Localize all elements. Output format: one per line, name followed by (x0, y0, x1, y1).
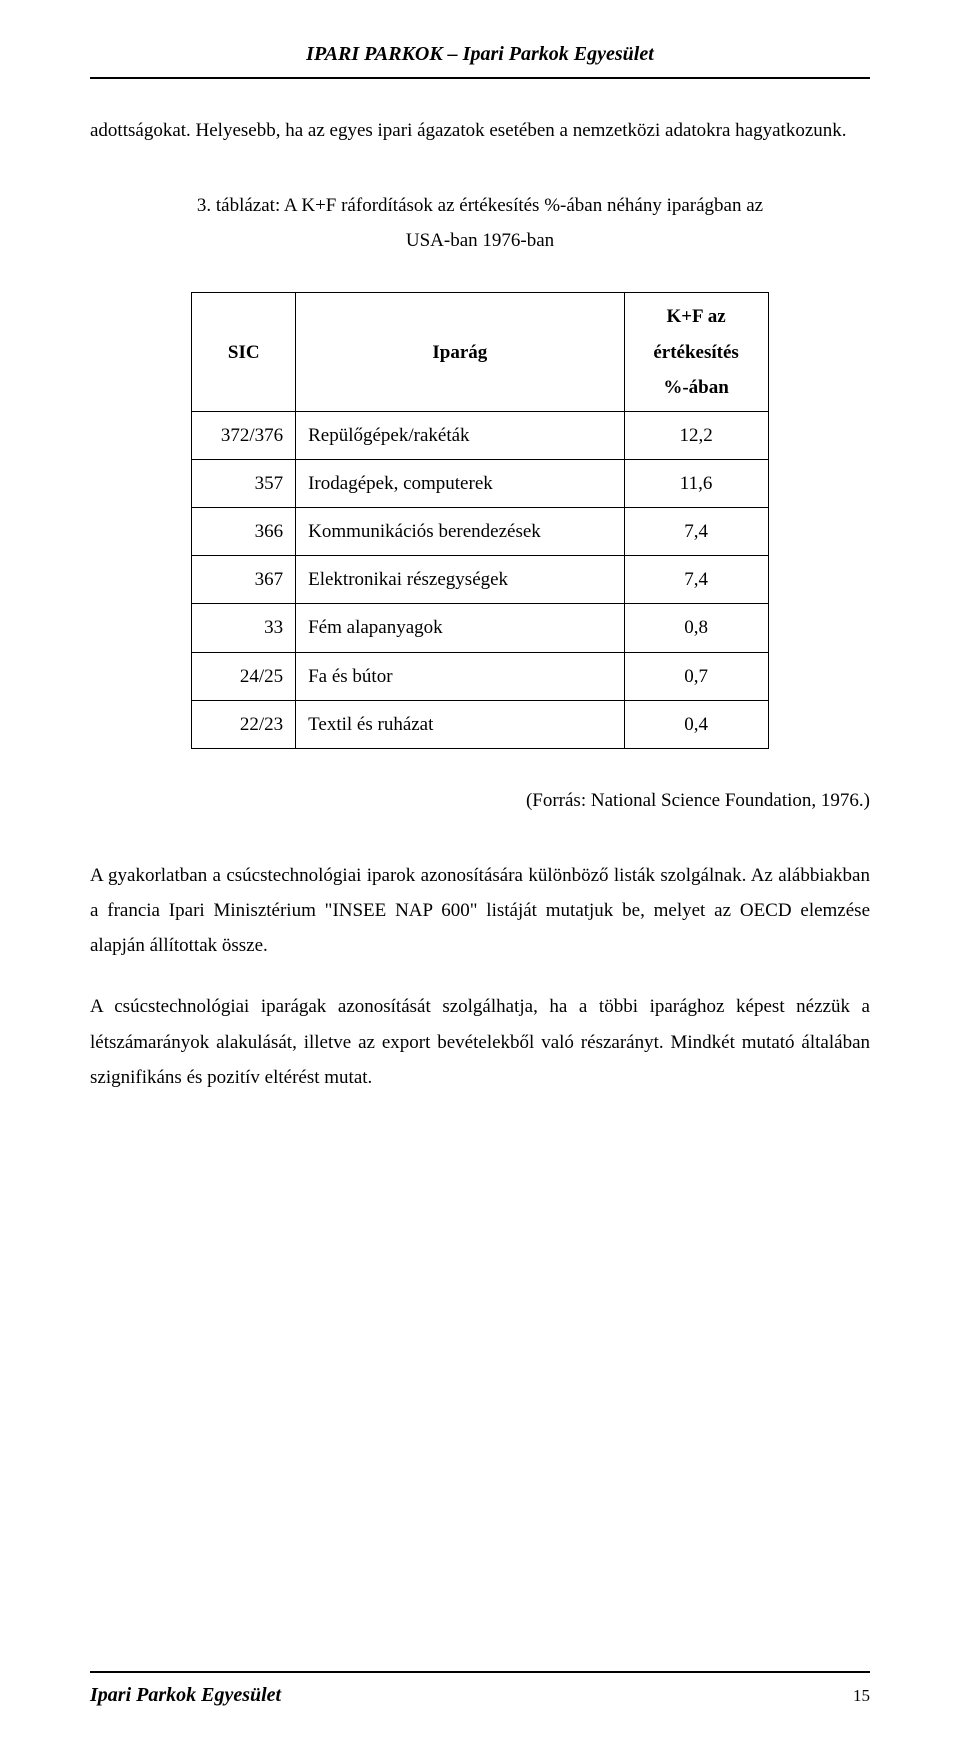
table-header-row: SIC Iparág K+F az értékesítés %-ában (192, 293, 768, 411)
table-head: SIC Iparág K+F az értékesítés %-ában (192, 293, 768, 411)
col-header-industry: Iparág (296, 293, 624, 411)
table-row: 24/25Fa és bútor0,7 (192, 652, 768, 700)
table-title-line2: USA-ban 1976-ban (406, 230, 554, 251)
cell-industry: Textil és ruházat (296, 700, 624, 748)
source-line: (Forrás: National Science Foundation, 19… (90, 783, 870, 818)
col-header-value: K+F az értékesítés %-ában (624, 293, 768, 411)
cell-sic: 33 (192, 604, 296, 652)
col-header-value-line2: %-ában (663, 377, 728, 398)
paragraph-2: A csúcstechnológiai iparágak azonosításá… (90, 989, 870, 1094)
table-row: 366Kommunikációs berendezések7,4 (192, 508, 768, 556)
table-row: 357Irodagépek, computerek11,6 (192, 459, 768, 507)
cell-sic: 22/23 (192, 700, 296, 748)
header-title: IPARI PARKOK – Ipari Parkok Egyesület (306, 43, 654, 65)
cell-sic: 24/25 (192, 652, 296, 700)
cell-value: 0,8 (624, 604, 768, 652)
cell-value: 12,2 (624, 411, 768, 459)
page-header: IPARI PARKOK – Ipari Parkok Egyesület (90, 36, 870, 79)
cell-industry: Kommunikációs berendezések (296, 508, 624, 556)
cell-value: 0,4 (624, 700, 768, 748)
table-title-line1: 3. táblázat: A K+F ráfordítások az érték… (197, 195, 763, 216)
table-body: 372/376Repülőgépek/rakéták12,2357Irodagé… (192, 411, 768, 748)
table-row: 33Fém alapanyagok0,8 (192, 604, 768, 652)
cell-sic: 367 (192, 556, 296, 604)
cell-value: 0,7 (624, 652, 768, 700)
data-table: SIC Iparág K+F az értékesítés %-ában 372… (191, 292, 768, 748)
cell-value: 7,4 (624, 556, 768, 604)
footer-page-number: 15 (853, 1680, 870, 1711)
intro-paragraph: adottságokat. Helyesebb, ha az egyes ipa… (90, 113, 870, 148)
table-row: 22/23Textil és ruházat0,4 (192, 700, 768, 748)
page: IPARI PARKOK – Ipari Parkok Egyesület ad… (0, 0, 960, 1762)
cell-value: 11,6 (624, 459, 768, 507)
table-title: 3. táblázat: A K+F ráfordítások az érték… (90, 188, 870, 258)
paragraph-1: A gyakorlatban a csúcstechnológiai iparo… (90, 858, 870, 963)
cell-value: 7,4 (624, 508, 768, 556)
cell-industry: Fém alapanyagok (296, 604, 624, 652)
cell-sic: 372/376 (192, 411, 296, 459)
cell-sic: 366 (192, 508, 296, 556)
table-row: 372/376Repülőgépek/rakéták12,2 (192, 411, 768, 459)
table-row: 367Elektronikai részegységek7,4 (192, 556, 768, 604)
page-footer: Ipari Parkok Egyesület 15 (90, 1671, 870, 1714)
footer-left: Ipari Parkok Egyesület (90, 1677, 281, 1714)
cell-sic: 357 (192, 459, 296, 507)
cell-industry: Repülőgépek/rakéták (296, 411, 624, 459)
cell-industry: Irodagépek, computerek (296, 459, 624, 507)
col-header-sic: SIC (192, 293, 296, 411)
col-header-value-line1: K+F az értékesítés (653, 306, 738, 362)
cell-industry: Elektronikai részegységek (296, 556, 624, 604)
cell-industry: Fa és bútor (296, 652, 624, 700)
